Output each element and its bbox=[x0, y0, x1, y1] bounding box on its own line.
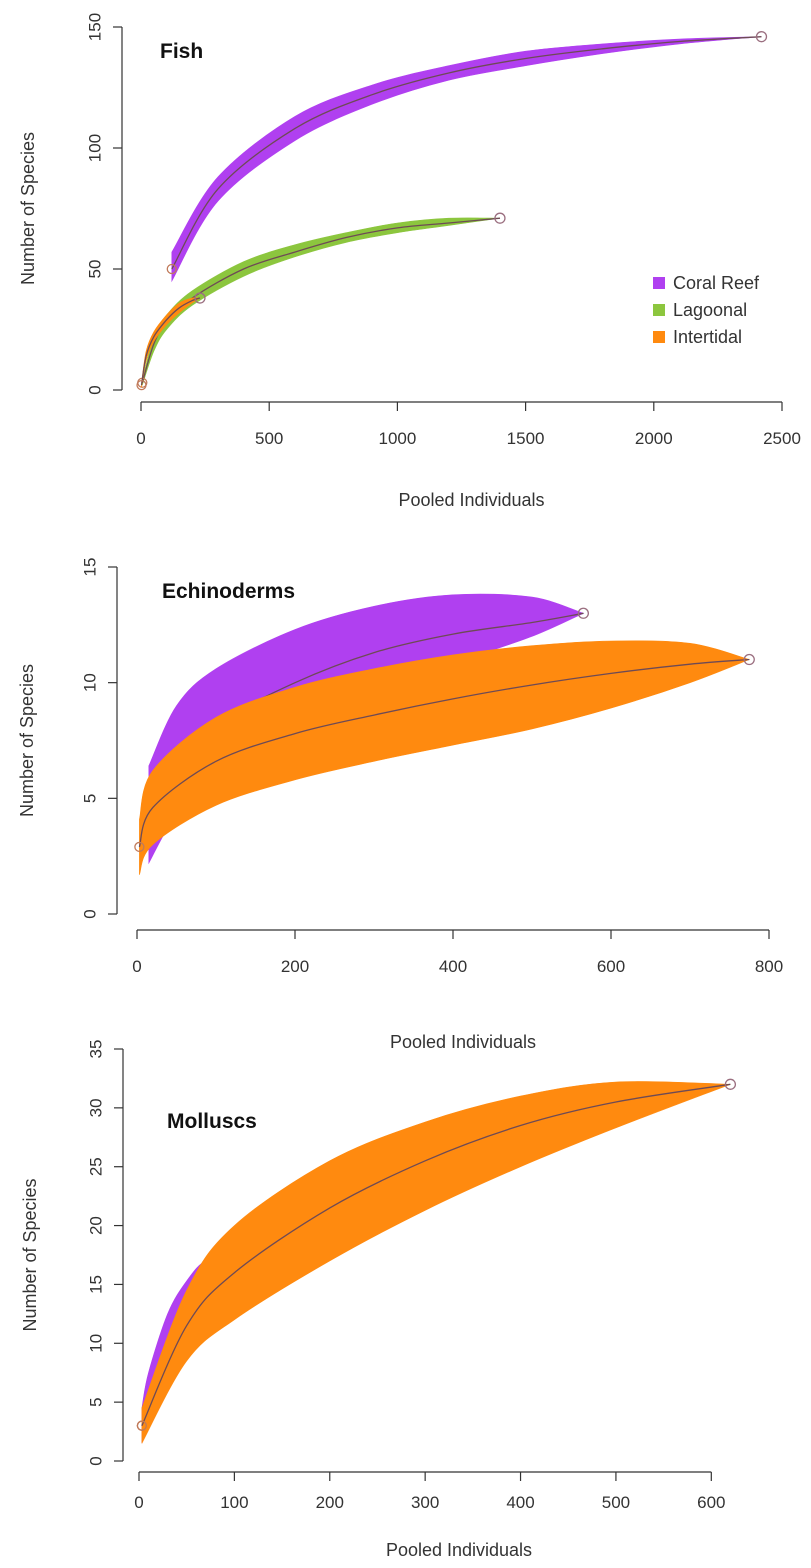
x-axis: 0 100 200 300 400 500 600 Pooled Individuals bbox=[134, 1471, 725, 1560]
x-axis-title: Pooled Individuals bbox=[398, 490, 544, 510]
y-tick-label: 0 bbox=[80, 909, 99, 918]
start-marker-intertidal bbox=[136, 1420, 148, 1431]
x-tick-label: 400 bbox=[506, 1493, 534, 1512]
y-tick-label: 100 bbox=[85, 134, 104, 162]
rarefaction-line-intertidal bbox=[140, 297, 201, 386]
series-intertidal bbox=[136, 292, 206, 391]
x-tick-label: 500 bbox=[255, 429, 283, 448]
y-tick-label: 10 bbox=[86, 1334, 105, 1353]
y-tick-label: 5 bbox=[86, 1397, 105, 1406]
rarefaction-line-intertidal bbox=[141, 1083, 731, 1426]
y-tick-label: 15 bbox=[86, 1275, 105, 1294]
endpoint-marker-coral-reef bbox=[755, 31, 768, 43]
y-tick-label: 15 bbox=[80, 558, 99, 577]
y-tick-label: 0 bbox=[85, 385, 104, 394]
x-tick-label: 200 bbox=[316, 1493, 344, 1512]
legend-label-coral-reef: Coral Reef bbox=[673, 273, 760, 293]
y-axis: 0 5 10 15 20 25 30 35 Number of Species bbox=[20, 1040, 124, 1466]
rarefaction-line-intertidal bbox=[138, 658, 750, 848]
x-tick-label: 600 bbox=[697, 1493, 725, 1512]
x-tick-label: 2000 bbox=[635, 429, 673, 448]
series-intertidal bbox=[136, 1078, 737, 1444]
legend-swatch-lagoonal bbox=[653, 304, 665, 316]
y-tick-label: 35 bbox=[86, 1040, 105, 1059]
x-axis: 0 500 1000 1500 2000 2500 Pooled Individuals bbox=[136, 401, 801, 510]
endpoint-marker-lagoonal bbox=[494, 212, 506, 224]
endpoint-marker-intertidal bbox=[194, 292, 206, 304]
x-axis: 0 200 400 600 800 Pooled Individuals bbox=[132, 929, 783, 1052]
panel-molluscs: 0 5 10 15 20 25 30 35 Number of Species 0 100 200 30… bbox=[20, 1040, 737, 1560]
start-marker-intertidal bbox=[134, 841, 145, 853]
x-tick-label: 0 bbox=[136, 429, 145, 448]
series-intertidal bbox=[134, 640, 755, 875]
panel-title: Fish bbox=[160, 40, 203, 63]
y-axis: 0 5 10 15 Number of Species bbox=[17, 558, 118, 919]
y-tick-label: 50 bbox=[85, 260, 104, 279]
legend-swatch-coral-reef bbox=[653, 277, 665, 289]
x-tick-label: 300 bbox=[411, 1493, 439, 1512]
y-axis-title: Number of Species bbox=[18, 132, 38, 285]
x-tick-label: 2500 bbox=[763, 429, 801, 448]
confidence-band-intertidal bbox=[141, 1081, 731, 1444]
endpoint-marker-intertidal bbox=[724, 1078, 737, 1090]
legend: Coral Reef Lagoonal Intertidal bbox=[653, 273, 760, 347]
x-tick-label: 400 bbox=[439, 957, 467, 976]
y-axis: 0 50 100 150 Number of Species bbox=[18, 13, 123, 395]
series-coral-reef bbox=[166, 31, 768, 283]
y-tick-label: 10 bbox=[80, 673, 99, 692]
x-tick-label: 500 bbox=[602, 1493, 630, 1512]
y-axis-title: Number of Species bbox=[17, 664, 37, 817]
y-tick-label: 20 bbox=[86, 1216, 105, 1235]
y-tick-label: 25 bbox=[86, 1157, 105, 1176]
panel-echinoderms: 0 5 10 15 Number of Species 0 200 400 600 800 Pool… bbox=[17, 558, 783, 1052]
y-tick-label: 5 bbox=[80, 794, 99, 803]
start-marker-coral-reef bbox=[166, 263, 177, 275]
legend-label-intertidal: Intertidal bbox=[673, 327, 742, 347]
x-tick-label: 600 bbox=[597, 957, 625, 976]
panel-title: Echinoderms bbox=[162, 580, 295, 603]
panel-title: Molluscs bbox=[167, 1110, 257, 1133]
legend-label-lagoonal: Lagoonal bbox=[673, 300, 747, 320]
x-tick-label: 1500 bbox=[507, 429, 545, 448]
x-axis-title: Pooled Individuals bbox=[390, 1032, 536, 1052]
x-tick-label: 0 bbox=[132, 957, 141, 976]
x-tick-label: 0 bbox=[134, 1493, 143, 1512]
x-tick-label: 200 bbox=[281, 957, 309, 976]
confidence-band-coral-reef bbox=[171, 36, 762, 283]
start-marker-intertidal bbox=[136, 380, 147, 391]
y-tick-label: 30 bbox=[86, 1098, 105, 1117]
endpoint-marker-intertidal bbox=[743, 653, 755, 666]
panel-fish: 0 50 100 150 Number of Species 0 500 1000 1500 20… bbox=[18, 13, 801, 510]
endpoint-marker-coral-reef bbox=[577, 607, 589, 619]
y-axis-title: Number of Species bbox=[20, 1178, 40, 1331]
x-tick-label: 1000 bbox=[378, 429, 416, 448]
x-tick-label: 100 bbox=[220, 1493, 248, 1512]
rarefaction-line-coral-reef bbox=[171, 36, 762, 270]
legend-swatch-intertidal bbox=[653, 331, 665, 343]
y-tick-label: 0 bbox=[86, 1456, 105, 1465]
x-tick-label: 800 bbox=[755, 957, 783, 976]
y-tick-label: 150 bbox=[85, 13, 104, 41]
x-axis-title: Pooled Individuals bbox=[386, 1540, 532, 1560]
